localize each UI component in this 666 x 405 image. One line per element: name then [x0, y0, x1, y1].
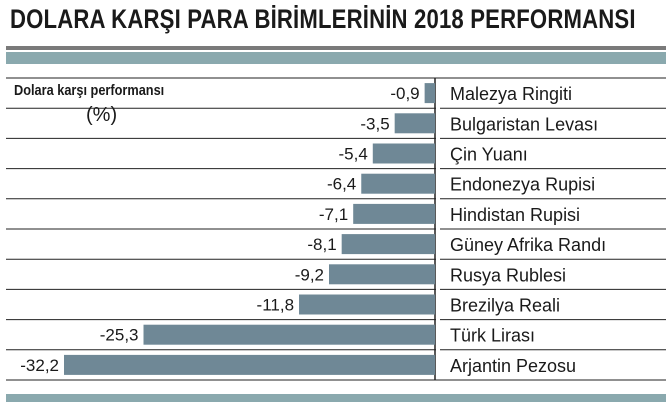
- bar: [424, 83, 435, 104]
- data-label: -6,4: [327, 175, 356, 194]
- unit-label: (%): [86, 104, 118, 126]
- chart-title: DOLARA KARŞI PARA BİRİMLERİNİN 2018 PERF…: [10, 4, 636, 34]
- category-label: Arjantin Pezosu: [450, 356, 576, 376]
- category-label: Güney Afrika Randı: [450, 235, 606, 255]
- data-label: -3,5: [360, 114, 389, 133]
- category-label: Malezya Ringiti: [450, 84, 572, 104]
- data-label: -25,3: [100, 326, 139, 345]
- data-label: -9,2: [295, 265, 324, 284]
- bar: [143, 324, 435, 345]
- bottom-color-band: [6, 394, 666, 402]
- bar: [394, 113, 435, 134]
- category-label: Brezilya Reali: [450, 296, 560, 316]
- data-label: -11,8: [257, 296, 295, 315]
- bar: [341, 234, 435, 255]
- data-label: -7,1: [319, 205, 348, 224]
- category-label: Çin Yuanı: [450, 145, 528, 165]
- category-label: Endonezya Rupisi: [450, 175, 595, 195]
- bar: [329, 264, 435, 285]
- category-label: Türk Lirası: [450, 326, 535, 346]
- data-label: -8,1: [307, 235, 336, 254]
- category-label: Bulgaristan Levası: [450, 114, 598, 134]
- chart-subtitle: Dolara karşı performansı: [14, 82, 165, 99]
- bar: [372, 143, 435, 164]
- category-label: Hindistan Rupisi: [450, 205, 580, 225]
- bar: [353, 203, 435, 224]
- bar: [299, 294, 435, 315]
- data-label: -32,2: [20, 356, 59, 375]
- data-label: -5,4: [338, 145, 367, 164]
- top-divider: [6, 46, 666, 50]
- category-label: Rusya Rublesi: [450, 265, 566, 285]
- data-label: -0,9: [390, 84, 419, 103]
- bar: [361, 173, 435, 194]
- top-color-band: [6, 52, 666, 64]
- bar: [64, 354, 435, 375]
